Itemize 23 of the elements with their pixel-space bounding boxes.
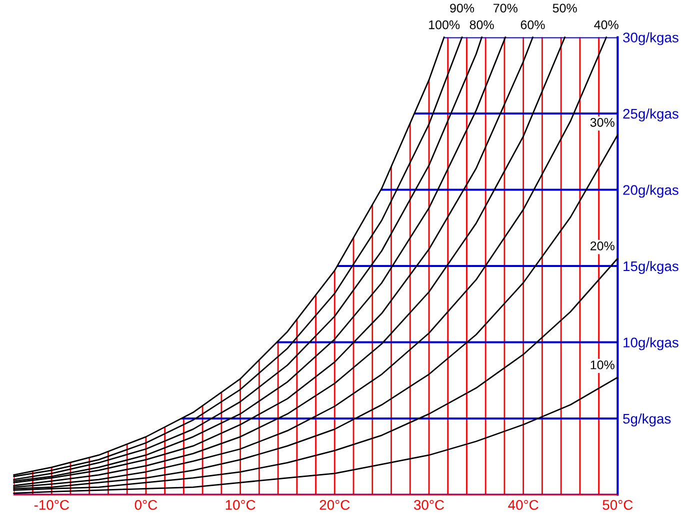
x-tick-label: 0°C bbox=[134, 500, 158, 510]
annotation: 70% bbox=[494, 4, 518, 13]
y-tick-label: 5g/kgas bbox=[623, 413, 671, 426]
x-tick-label: 20°C bbox=[320, 500, 350, 510]
annotation: 50% bbox=[552, 4, 577, 13]
annotation: 60% bbox=[520, 20, 545, 30]
x-tick-label: 30°C bbox=[414, 500, 444, 510]
x-tick-label: 40°C bbox=[508, 500, 538, 510]
y-tick-label: 20g/kgas bbox=[623, 184, 678, 198]
y-tick-label: 10g/kgas bbox=[624, 337, 678, 350]
annotation: 80% bbox=[470, 20, 494, 30]
annotation: 40% bbox=[594, 20, 618, 30]
annotation: 100% bbox=[429, 20, 460, 30]
y-tick-label: 25g/kgas bbox=[623, 108, 678, 122]
y-tick-label: 15g/kgas bbox=[624, 260, 678, 274]
x-tick-label: 50°C bbox=[602, 500, 633, 510]
annotation: 30% bbox=[590, 118, 614, 127]
x-tick-label: 10°C bbox=[226, 500, 256, 510]
annotation: 90% bbox=[450, 4, 474, 13]
x-tick-label: -10°C bbox=[34, 500, 69, 510]
annotation: 10% bbox=[590, 360, 614, 370]
annotation: 20% bbox=[590, 241, 614, 250]
y-tick-label: 30g/kgas bbox=[623, 32, 678, 46]
